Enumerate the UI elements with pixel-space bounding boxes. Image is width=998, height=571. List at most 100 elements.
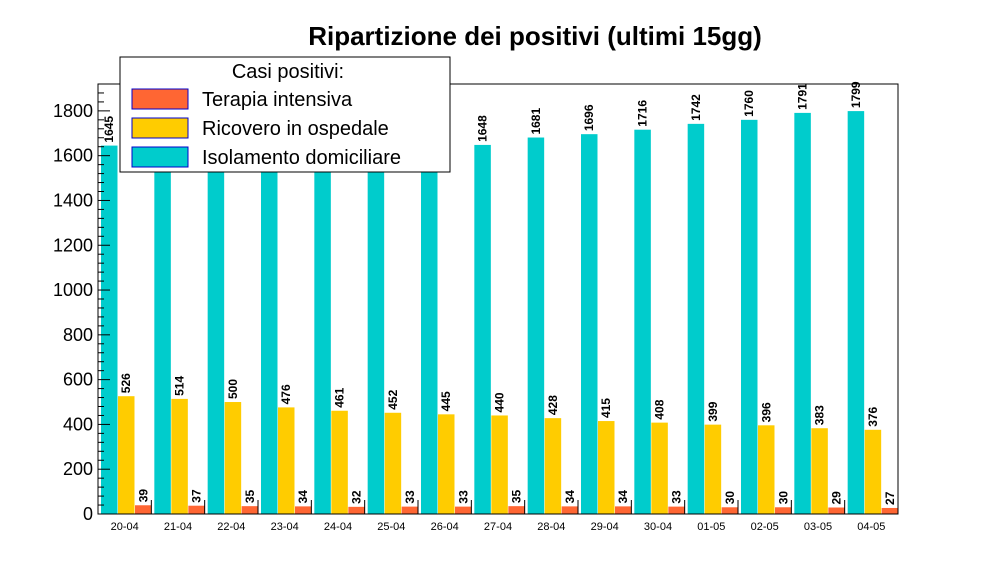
- x-tick-label: 04-05: [857, 521, 885, 533]
- data-label: 33: [456, 490, 470, 504]
- bar: [527, 137, 545, 514]
- bar: [135, 505, 152, 514]
- bar: [295, 506, 312, 514]
- data-label: 376: [866, 406, 880, 426]
- x-tick-label: 29-04: [591, 521, 619, 533]
- bar: [811, 428, 828, 514]
- data-label: 34: [616, 490, 630, 504]
- data-label: 526: [119, 373, 133, 393]
- bar: [241, 506, 259, 514]
- data-label: 415: [599, 398, 613, 418]
- data-label: 440: [493, 392, 507, 412]
- data-label: 34: [563, 490, 577, 504]
- x-tick-label: 25-04: [377, 521, 405, 533]
- bar: [544, 418, 562, 514]
- legend-swatch: [131, 88, 189, 110]
- x-tick-label: 03-05: [804, 521, 832, 533]
- axes: 0 200 400 600 800 1000 1200 1400 1600 1800 20-04 21…: [53, 83, 899, 533]
- bar: [704, 424, 722, 514]
- bar: [828, 507, 845, 514]
- data-label: 30: [723, 491, 737, 505]
- bar: [561, 506, 579, 514]
- data-label: 27: [883, 491, 897, 505]
- y-tick-label: 0: [83, 504, 93, 524]
- data-label: 476: [279, 384, 293, 404]
- bar: [687, 123, 705, 514]
- x-tick-label: 28-04: [537, 521, 565, 533]
- data-label: 1799: [849, 81, 863, 108]
- bar: [847, 111, 865, 514]
- data-label: 1696: [582, 104, 596, 131]
- bar: [188, 505, 205, 514]
- y-tick-label: 600: [63, 370, 93, 390]
- x-tick-label: 27-04: [484, 521, 512, 533]
- data-label: 32: [350, 490, 364, 504]
- x-tick-label: 21-04: [164, 521, 192, 533]
- data-label: 35: [510, 489, 524, 503]
- bar: [224, 402, 242, 514]
- x-tick-label: 20-04: [111, 521, 139, 533]
- bar: [455, 506, 472, 514]
- chart-title: Ripartizione dei positivi (ultimi 15gg): [308, 21, 762, 51]
- bar: [721, 507, 739, 514]
- bar: [881, 507, 899, 514]
- bar: [171, 398, 188, 514]
- legend-label: Isolamento domiciliare: [202, 147, 401, 169]
- bar: [775, 507, 792, 514]
- x-tick-label: 01-05: [697, 521, 725, 533]
- data-label: 399: [706, 401, 720, 421]
- data-label: 396: [759, 402, 773, 422]
- y-tick-label: 200: [63, 459, 93, 479]
- x-tick-label: 23-04: [271, 521, 299, 533]
- data-label: 1648: [476, 115, 490, 142]
- legend: Casi positivi: Terapia intensiva Ricovero …: [119, 56, 451, 173]
- bar: [367, 145, 385, 514]
- bar: [491, 415, 508, 514]
- data-label: 1645: [102, 116, 116, 143]
- bar: [314, 145, 331, 514]
- bar: [438, 414, 455, 514]
- bar: [581, 134, 598, 514]
- y-tick-label: 800: [63, 325, 93, 345]
- data-labels-layer: 1645 526 39 514 37 500 35 476 34 461 32 452 33 445 33 1…: [102, 81, 897, 505]
- bar: [207, 145, 225, 514]
- data-label: 514: [173, 376, 187, 396]
- bar: [261, 145, 278, 514]
- bar: [348, 506, 365, 514]
- bar: [331, 410, 348, 514]
- bar: [864, 429, 882, 514]
- data-label: 33: [403, 490, 417, 504]
- y-tick-label: 1800: [53, 101, 93, 121]
- data-label: 39: [136, 489, 150, 503]
- y-tick-label: 1400: [53, 190, 93, 210]
- data-label: 452: [386, 389, 400, 409]
- bar: [615, 506, 632, 514]
- bar: [421, 145, 438, 514]
- bar: [651, 422, 668, 514]
- legend-swatch: [131, 146, 189, 168]
- data-label: 33: [670, 490, 684, 504]
- bar: [101, 145, 118, 514]
- bar: [278, 407, 295, 514]
- bar: [598, 421, 615, 514]
- data-label: 445: [439, 391, 453, 411]
- data-label: 35: [243, 489, 257, 503]
- bar: [794, 112, 811, 514]
- bar: [634, 129, 651, 514]
- bars-layer: [101, 111, 899, 514]
- data-label: 29: [830, 491, 844, 505]
- data-label: 383: [813, 405, 827, 425]
- data-label: 500: [226, 379, 240, 399]
- x-tick-label: 24-04: [324, 521, 352, 533]
- y-tick-label: 1200: [53, 235, 93, 255]
- data-label: 1716: [636, 100, 650, 127]
- data-label: 1791: [796, 83, 810, 110]
- y-tick-label: 1000: [53, 280, 93, 300]
- bar: [741, 119, 758, 514]
- data-label: 34: [296, 490, 310, 504]
- data-label: 1742: [689, 94, 703, 121]
- bar: [758, 425, 775, 514]
- y-tick-label: 400: [63, 414, 93, 434]
- x-tick-label: 22-04: [217, 521, 245, 533]
